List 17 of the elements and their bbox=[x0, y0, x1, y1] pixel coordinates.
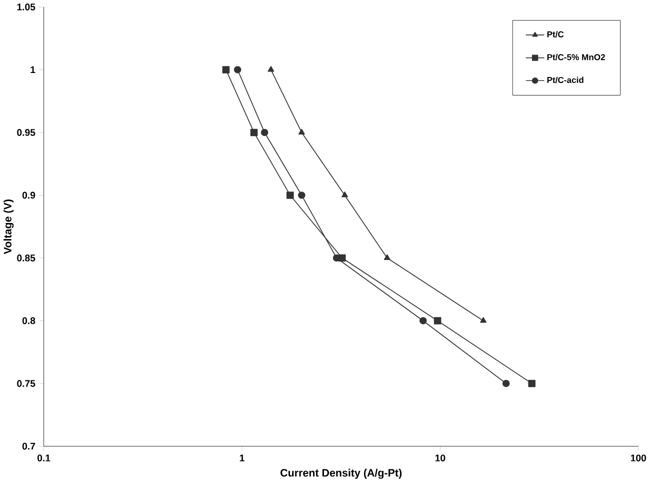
legend-label: Pt/C-acid bbox=[547, 76, 584, 83]
y-tick-label: 0.7 bbox=[22, 442, 36, 450]
y-tick-label: 0.75 bbox=[17, 380, 36, 387]
y-tick-label: 0.95 bbox=[17, 128, 36, 136]
y-tick-label: 0.85 bbox=[17, 254, 36, 262]
x-tick-label: 100 bbox=[630, 454, 646, 462]
x-tick-label: 10 bbox=[435, 454, 446, 462]
y-tick-label: 0.8 bbox=[22, 317, 36, 324]
y-tick-label: 1.05 bbox=[17, 3, 36, 10]
y-axis-title: Voltage (V) bbox=[4, 199, 14, 254]
x-tick-label: 0.1 bbox=[37, 454, 50, 462]
x-axis-title: Current Density (A/g-Pt) bbox=[280, 468, 402, 479]
x-tick-label: 1 bbox=[240, 454, 244, 462]
y-tick-label: 1 bbox=[30, 66, 36, 73]
legend-label: Pt/C bbox=[547, 30, 564, 38]
legend-label: Pt/C-5% MnO2 bbox=[547, 54, 605, 60]
y-tick-label: 0.9 bbox=[22, 192, 36, 198]
